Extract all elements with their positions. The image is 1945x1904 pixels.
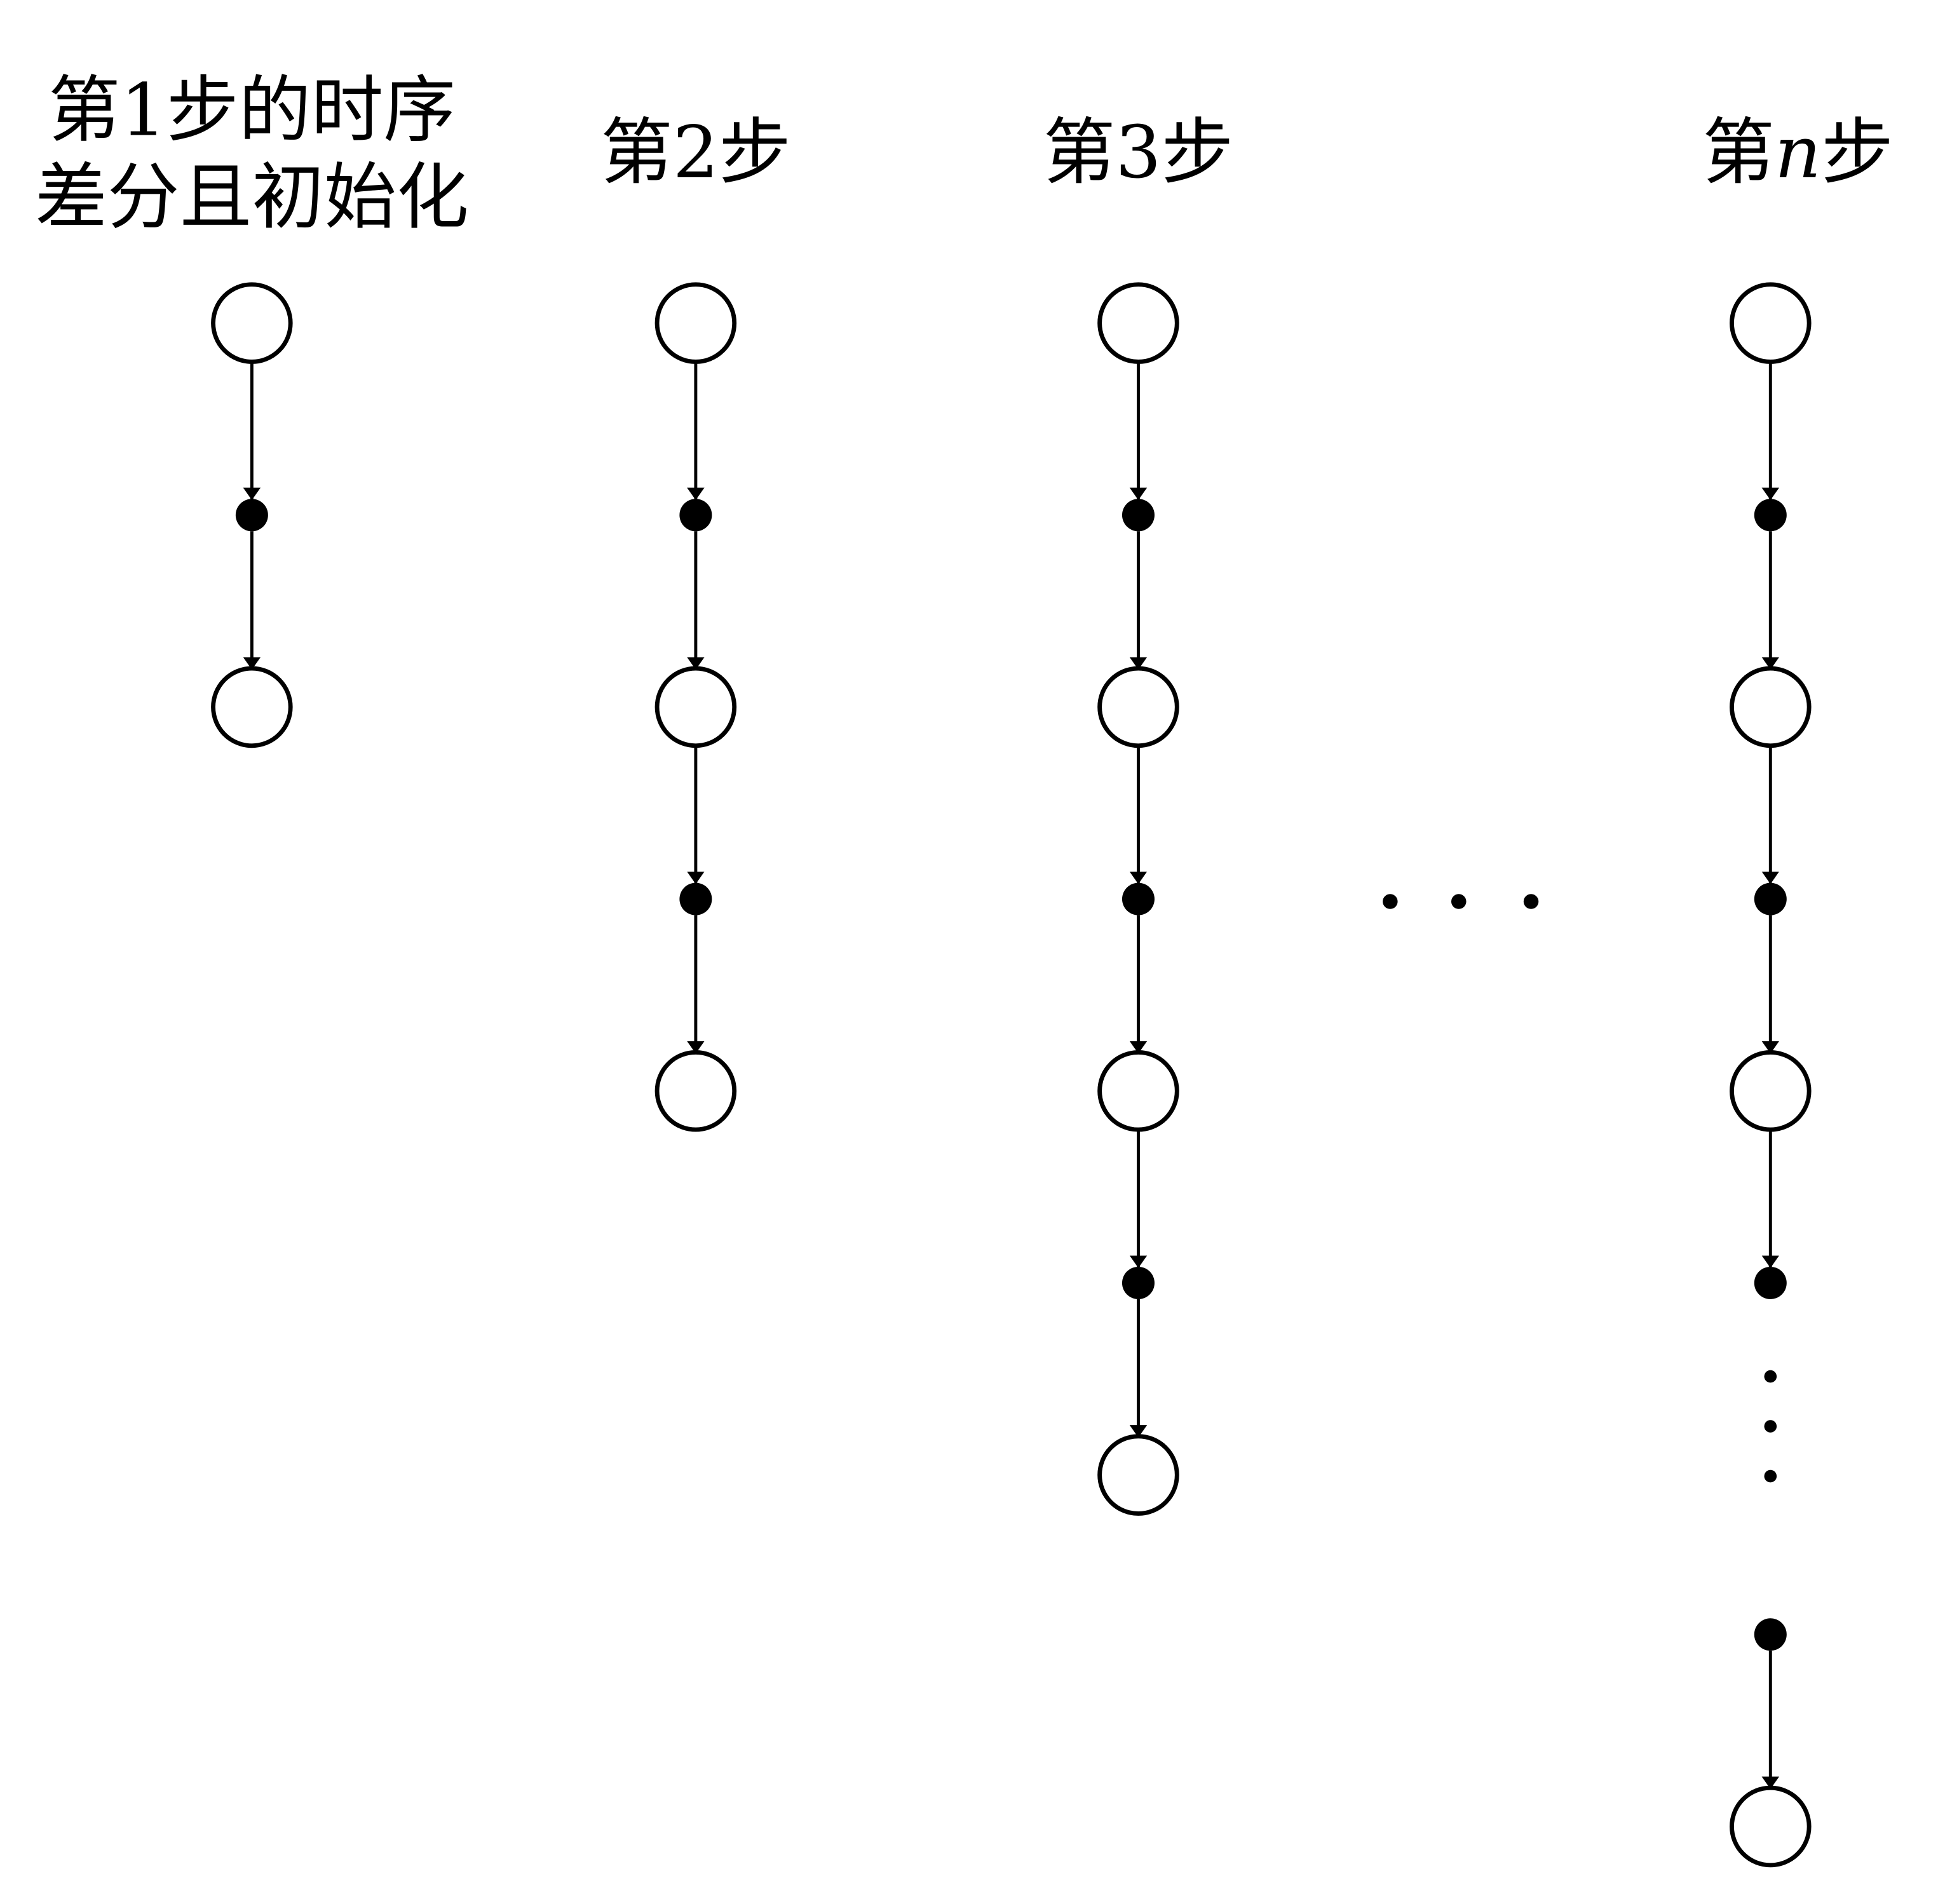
open-node — [1730, 1050, 1812, 1132]
open-node — [1730, 1785, 1812, 1868]
column-n-label-prefix: 第 — [1702, 110, 1775, 194]
open-node — [654, 1050, 737, 1132]
column-3-label: 第3步 — [1043, 110, 1233, 194]
column-1-label-line-2: 差分且初始化 — [35, 155, 469, 240]
filled-node — [679, 882, 712, 915]
filled-node — [679, 499, 712, 532]
open-node — [1097, 1050, 1179, 1132]
horizontal-ellipsis-dot — [1451, 894, 1467, 909]
filled-node — [1122, 1266, 1155, 1299]
vertical-ellipsis-dot — [1764, 1420, 1777, 1433]
column-2-label: 第2步 — [600, 110, 791, 194]
column-1-label-line-1: 第1步的时序 — [48, 67, 456, 152]
open-node — [1097, 282, 1179, 364]
open-node — [1730, 666, 1812, 748]
open-node — [654, 282, 737, 364]
column-n-label: 第n步 — [1702, 110, 1894, 194]
open-node — [211, 282, 293, 364]
horizontal-ellipsis-dot — [1523, 894, 1539, 909]
open-node — [211, 666, 293, 748]
filled-node — [1754, 1266, 1787, 1299]
open-node — [1730, 282, 1812, 364]
vertical-ellipsis-dot — [1764, 1370, 1777, 1383]
column-n-label-suffix: 步 — [1821, 110, 1894, 194]
filled-node — [235, 499, 268, 532]
horizontal-ellipsis-dot — [1383, 894, 1398, 909]
filled-node — [1754, 499, 1787, 532]
filled-node — [1754, 1618, 1787, 1651]
column-n-label-n: n — [1775, 110, 1821, 194]
filled-node — [1122, 882, 1155, 915]
open-node — [654, 666, 737, 748]
vertical-ellipsis-dot — [1764, 1469, 1777, 1483]
open-node — [1097, 666, 1179, 748]
filled-node — [1122, 499, 1155, 532]
filled-node — [1754, 882, 1787, 915]
open-node — [1097, 1434, 1179, 1516]
